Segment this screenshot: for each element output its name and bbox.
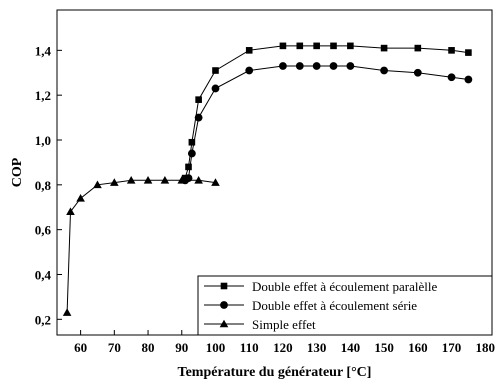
series-circle [181, 62, 473, 185]
square-marker [188, 138, 196, 146]
legend-box [197, 275, 493, 336]
square-marker [448, 47, 455, 54]
series-triangle [62, 176, 220, 316]
square-marker [380, 44, 388, 52]
circle-marker [184, 174, 193, 183]
square-marker [195, 96, 202, 103]
y-tick-label: 1,0 [35, 133, 51, 148]
series-square [181, 42, 472, 182]
y-tick-label: 0,8 [35, 178, 52, 193]
circle-marker [413, 68, 422, 77]
series-layer [62, 42, 473, 316]
x-tick-label: 140 [341, 340, 361, 355]
y-tick-label: 0,6 [35, 223, 52, 238]
triangle-marker [126, 176, 136, 184]
circle-marker [245, 66, 254, 75]
triangle-marker [110, 178, 119, 186]
triangle-marker [143, 176, 153, 184]
x-tick-label: 110 [240, 340, 259, 355]
x-tick-label: 170 [442, 340, 462, 355]
triangle-marker [211, 178, 220, 186]
axes: 60 70 80 90 100 110 120 130 140 150 160 170 180 0,2 0,… [35, 9, 495, 355]
circle-marker [329, 62, 338, 70]
circle-marker [447, 73, 456, 82]
y-tick-label: 0,2 [35, 312, 51, 327]
square-marker [212, 67, 219, 74]
square-marker [296, 42, 304, 50]
square-marker [347, 42, 354, 50]
x-tick-label: 70 [108, 340, 121, 355]
triangle-marker [177, 176, 187, 184]
x-tick-label: 180 [476, 340, 495, 355]
triangle-marker [66, 207, 75, 216]
square-marker [245, 47, 253, 54]
y-tick-label: 1,4 [35, 43, 52, 58]
triangle-marker [219, 319, 229, 328]
legend: Double effet à écoulement paralèlle Doubl… [197, 275, 493, 336]
circle-marker [380, 66, 388, 75]
circle-marker [211, 84, 220, 93]
square-marker [313, 42, 320, 50]
series-line [66, 179, 216, 313]
circle-marker [279, 62, 287, 70]
triangle-marker [62, 308, 72, 316]
square-marker [220, 282, 228, 290]
x-axis-title: Température du générateur [°C] [178, 365, 372, 380]
series-line [184, 65, 469, 181]
square-marker [330, 42, 337, 50]
circle-marker [187, 149, 196, 158]
circle-marker [346, 62, 355, 70]
triangle-marker [76, 193, 85, 202]
legend-entry: Simple effet [252, 317, 316, 332]
triangle-marker [160, 176, 170, 184]
circle-marker [312, 62, 321, 70]
square-marker [185, 163, 192, 171]
x-tick-label: 90 [175, 340, 188, 355]
square-marker [465, 49, 472, 56]
circle-marker [464, 75, 473, 84]
y-tick-label: 0,4 [35, 267, 52, 282]
legend-entry: Double effet à écoulement paralèlle [252, 279, 438, 294]
x-tick-label: 80 [142, 340, 155, 355]
triangle-marker [194, 176, 203, 184]
square-marker [279, 42, 287, 50]
circle-marker [220, 301, 228, 309]
y-tick-label: 1,2 [35, 88, 51, 103]
x-tick-label: 150 [374, 340, 394, 355]
x-tick-label: 60 [74, 340, 87, 355]
x-tick-label: 100 [206, 340, 226, 355]
y-axis-title: COP [10, 157, 25, 187]
circle-marker [194, 113, 203, 122]
x-tick-label: 120 [273, 340, 293, 355]
x-tick-label: 160 [408, 340, 428, 355]
legend-entry: Double effet à écoulement série [252, 298, 417, 313]
square-marker [414, 44, 422, 52]
circle-marker [295, 62, 304, 70]
triangle-marker [93, 180, 102, 189]
x-tick-label: 130 [307, 340, 327, 355]
